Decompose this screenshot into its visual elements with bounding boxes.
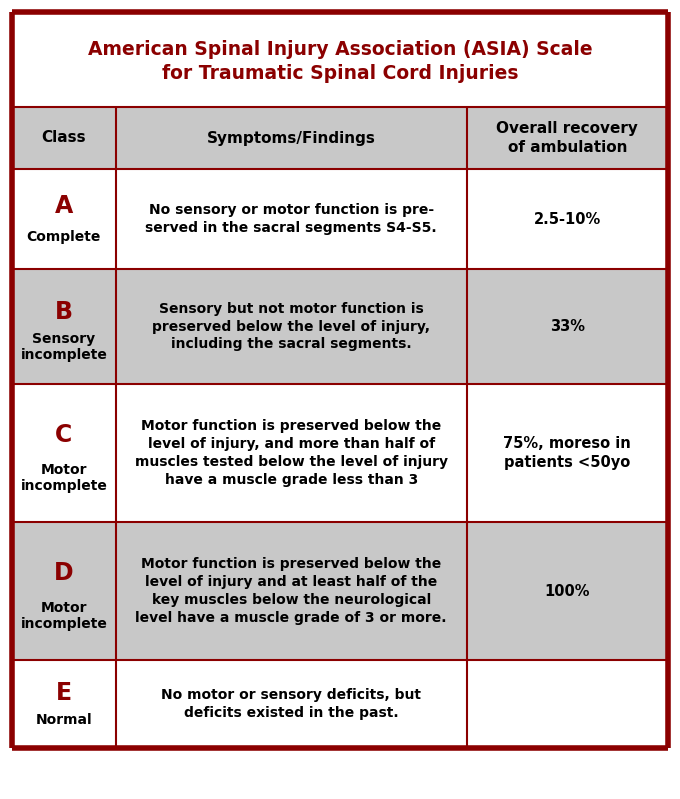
Text: A: A: [54, 194, 73, 218]
Text: Sensory
incomplete: Sensory incomplete: [20, 332, 107, 362]
Text: for Traumatic Spinal Cord Injuries: for Traumatic Spinal Cord Injuries: [162, 64, 518, 83]
Bar: [12, 107, 116, 169]
Bar: [12, 660, 668, 748]
Text: 100%: 100%: [545, 583, 590, 598]
Bar: [466, 107, 668, 169]
Text: Symptoms/Findings: Symptoms/Findings: [207, 130, 375, 145]
Text: D: D: [54, 561, 73, 585]
Bar: [12, 384, 668, 522]
Text: C: C: [55, 423, 73, 447]
Bar: [116, 107, 466, 169]
Text: 75%, moreso in
patients <50yo: 75%, moreso in patients <50yo: [503, 436, 631, 470]
Text: No sensory or motor function is pre-
served in the sacral segments S4-S5.: No sensory or motor function is pre- ser…: [146, 203, 437, 235]
Text: Class: Class: [41, 130, 86, 145]
Bar: [12, 169, 668, 269]
Text: 33%: 33%: [550, 319, 585, 334]
Text: Overall recovery
of ambulation: Overall recovery of ambulation: [496, 121, 639, 155]
Text: Motor
incomplete: Motor incomplete: [20, 463, 107, 493]
Text: Motor function is preserved below the
level of injury and at least half of the
k: Motor function is preserved below the le…: [135, 557, 447, 625]
Text: American Spinal Injury Association (ASIA) Scale: American Spinal Injury Association (ASIA…: [88, 40, 592, 59]
Text: Motor
incomplete: Motor incomplete: [20, 601, 107, 631]
Text: E: E: [56, 681, 72, 705]
Bar: [12, 522, 668, 660]
Text: Complete: Complete: [27, 230, 101, 244]
Text: No motor or sensory deficits, but
deficits existed in the past.: No motor or sensory deficits, but defici…: [161, 688, 421, 720]
Text: Normal: Normal: [35, 713, 92, 727]
Text: Motor function is preserved below the
level of injury, and more than half of
mus: Motor function is preserved below the le…: [135, 419, 447, 487]
Text: Sensory but not motor function is
preserved below the level of injury,
including: Sensory but not motor function is preser…: [152, 302, 430, 352]
Text: B: B: [55, 300, 73, 324]
Text: 2.5-10%: 2.5-10%: [534, 212, 601, 226]
Bar: [12, 12, 668, 107]
Bar: [12, 269, 668, 384]
